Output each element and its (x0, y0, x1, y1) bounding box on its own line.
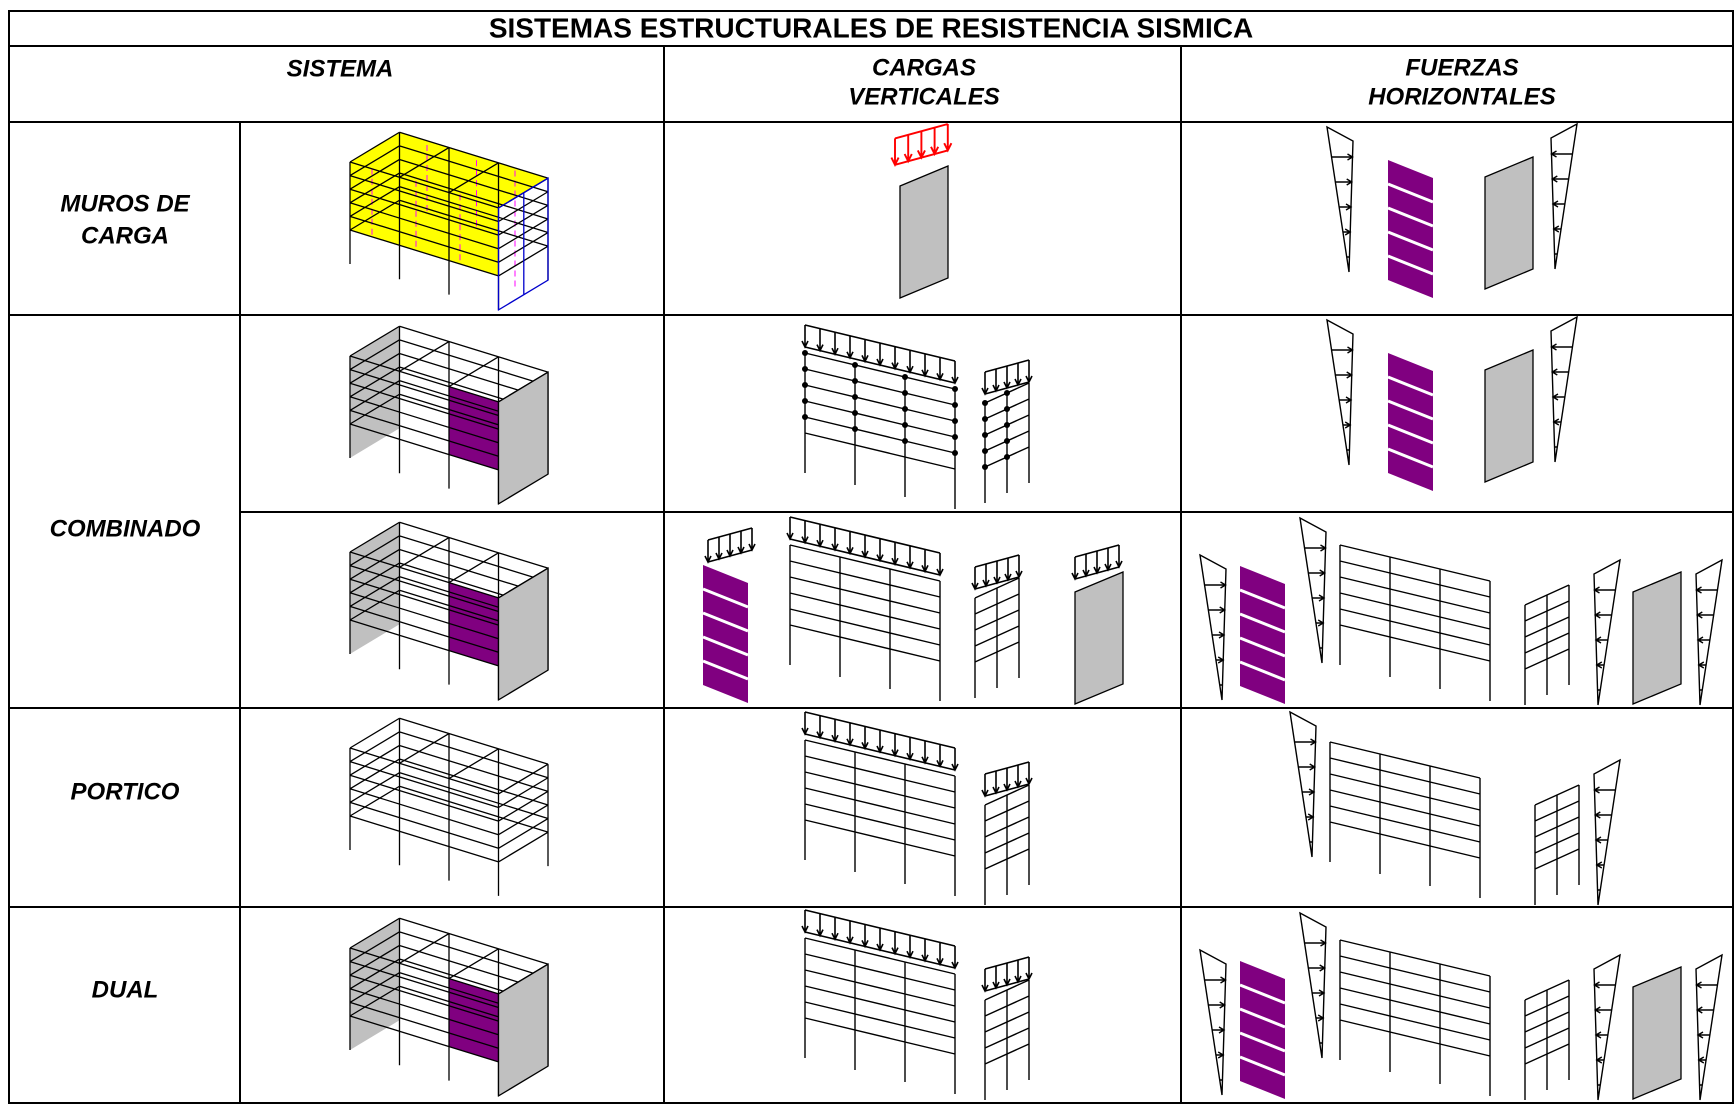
horizontal-force-diagram (1326, 316, 1578, 493)
vertical-load-diagram (801, 324, 1033, 510)
header-cell: FUERZAS (1405, 54, 1518, 81)
horizontal-force-diagram (1289, 711, 1621, 906)
vertical-load-diagram (801, 711, 1033, 906)
building-diagram (349, 717, 549, 897)
header-cell: CARGAS (872, 54, 976, 81)
horizontal-force-diagram (1199, 517, 1723, 706)
vertical-load-diagram (701, 516, 1124, 705)
row-label: PORTICO (71, 778, 180, 805)
vertical-load-diagram (801, 909, 1033, 1101)
building-diagram (350, 326, 548, 504)
vertical-load-diagram (890, 123, 953, 299)
horizontal-force-diagram (1326, 123, 1578, 300)
row-label: CARGA (81, 222, 169, 249)
header-cell: VERTICALES (848, 83, 1000, 110)
row-label: MUROS DE (60, 190, 190, 217)
row-label: DUAL (92, 976, 159, 1003)
header-cell: HORIZONTALES (1368, 83, 1556, 110)
building-diagram (350, 522, 548, 700)
horizontal-force-diagram (1199, 912, 1723, 1101)
table-grid (8, 10, 1734, 1104)
header-cell: SISTEMA (287, 55, 394, 82)
table-title: SISTEMAS ESTRUCTURALES DE RESISTENCIA SI… (489, 12, 1253, 43)
building-diagram (350, 132, 548, 310)
row-label: COMBINADO (50, 515, 201, 542)
building-diagram (350, 918, 548, 1096)
